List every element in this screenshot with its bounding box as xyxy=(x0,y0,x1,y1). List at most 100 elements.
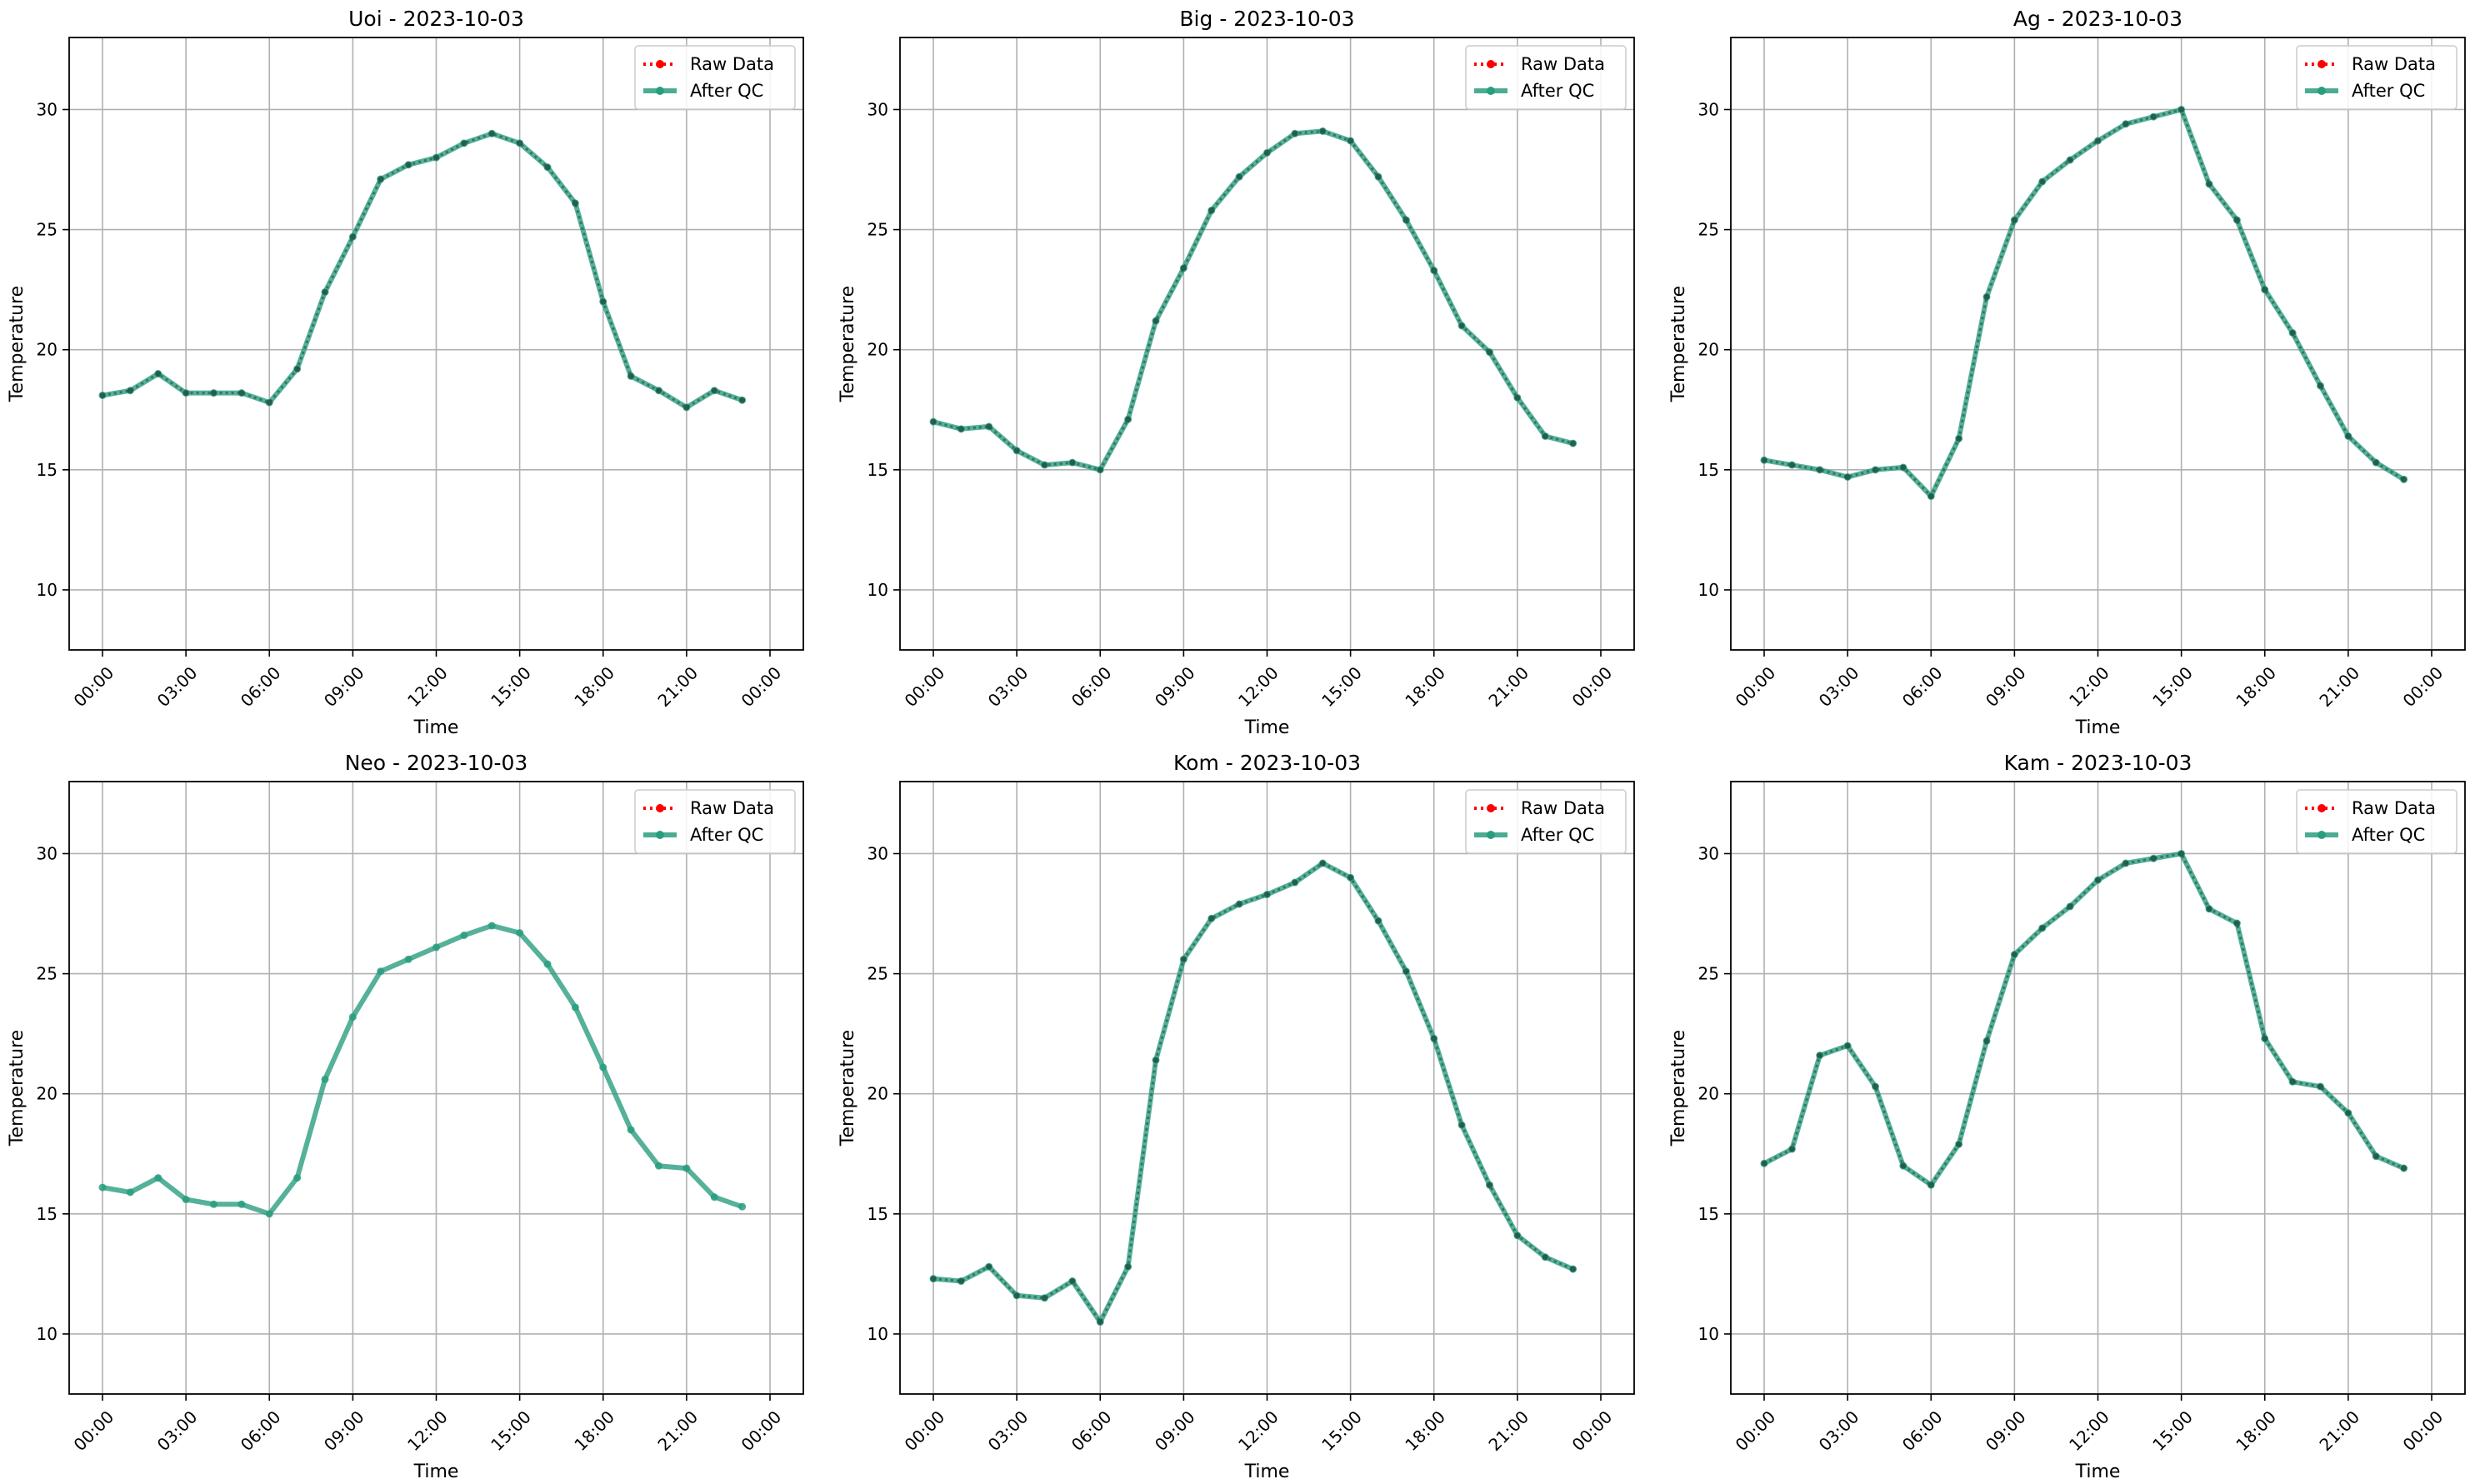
x-tick-label: 09:00 xyxy=(1151,662,1199,711)
legend-marker-after-qc xyxy=(2318,831,2326,839)
data-point-raw-data xyxy=(711,387,718,394)
x-tick-label: 12:00 xyxy=(403,1407,452,1455)
data-point-raw-data xyxy=(1402,968,1409,975)
data-point-raw-data xyxy=(2206,181,2212,187)
subplot-4: 00:00 03:00 06:00 09:00 12:00 15:00 18:00 21:00… xyxy=(7,751,804,1482)
data-point-raw-data xyxy=(2318,382,2323,389)
series-line-raw-data xyxy=(1763,107,2405,499)
data-point-raw-data xyxy=(2262,287,2268,293)
y-tick-label: 25 xyxy=(37,964,58,984)
legend-marker-raw-data xyxy=(656,804,664,812)
data-point-raw-data xyxy=(2345,432,2352,439)
data-point-raw-data xyxy=(1375,173,1382,180)
subplot-title: Uoi - 2023-10-03 xyxy=(348,7,524,31)
data-point-raw-data xyxy=(600,298,607,305)
x-tick-label: 06:00 xyxy=(237,662,285,711)
x-tick-label: 00:00 xyxy=(738,1407,786,1455)
data-point-raw-data xyxy=(1788,1146,1795,1152)
data-point-raw-data xyxy=(1817,1052,1823,1059)
x-tick-label: 09:00 xyxy=(1982,1407,2030,1455)
x-tick-label: 21:00 xyxy=(2315,662,2363,711)
y-tick-label: 25 xyxy=(1698,964,1719,984)
data-point-raw-data xyxy=(2345,1110,2352,1117)
y-axis-label: Temperature xyxy=(838,1030,858,1147)
x-tick-label: 18:00 xyxy=(570,1407,618,1455)
data-point-after-qc xyxy=(571,1003,579,1012)
y-tick-label: 20 xyxy=(868,1084,888,1104)
data-point-raw-data xyxy=(1125,1263,1132,1270)
x-tick-label: 12:00 xyxy=(1234,662,1282,711)
data-point-raw-data xyxy=(1292,130,1298,137)
data-point-after-qc xyxy=(293,1174,302,1182)
data-point-raw-data xyxy=(1844,473,1851,480)
data-point-after-qc xyxy=(238,1200,246,1208)
data-point-raw-data xyxy=(1319,127,1326,134)
legend-marker-raw-data xyxy=(1487,60,1495,68)
y-tick-label: 15 xyxy=(1698,460,1719,480)
x-tick-label: 06:00 xyxy=(1898,662,1947,711)
legend: Raw Data After QC xyxy=(1465,789,1627,854)
x-tick-label: 21:00 xyxy=(1484,662,1532,711)
data-point-raw-data xyxy=(1872,1083,1878,1090)
x-tick-label: 09:00 xyxy=(320,1407,368,1455)
y-tick-label: 10 xyxy=(37,1324,58,1344)
y-axis-label: Temperature xyxy=(1668,1030,1689,1147)
data-point-raw-data xyxy=(266,399,272,406)
x-tick-label: 18:00 xyxy=(570,662,618,711)
data-point-raw-data xyxy=(2039,925,2046,932)
x-tick-label: 00:00 xyxy=(1568,662,1617,711)
legend-label-after-qc: After QC xyxy=(1521,81,1594,101)
data-point-raw-data xyxy=(628,372,634,379)
y-tick-label: 25 xyxy=(868,964,888,984)
series-line-after-qc xyxy=(1762,851,2405,1188)
data-point-raw-data xyxy=(1375,917,1382,924)
data-point-raw-data xyxy=(1900,1162,1907,1169)
data-point-raw-data xyxy=(1125,416,1132,422)
data-point-raw-data xyxy=(2206,906,2212,912)
legend-marker-after-qc xyxy=(656,831,664,839)
x-tick-label: 15:00 xyxy=(1318,662,1366,711)
data-point-raw-data xyxy=(1097,467,1103,473)
subplot-6: 00:00 03:00 06:00 09:00 12:00 15:00 18:00 21:00… xyxy=(1668,751,2466,1482)
y-tick-label: 15 xyxy=(1698,1204,1719,1224)
data-point-raw-data xyxy=(1208,915,1215,922)
x-tick-label: 12:00 xyxy=(2065,1407,2113,1455)
x-tick-label: 09:00 xyxy=(320,662,368,711)
x-tick-label: 21:00 xyxy=(2315,1407,2363,1455)
series-line-raw-data xyxy=(932,129,1573,472)
series-line-raw-data xyxy=(1763,852,2405,1187)
data-point-raw-data xyxy=(238,390,245,397)
data-point-raw-data xyxy=(1570,1266,1577,1272)
legend-label-after-qc: After QC xyxy=(690,81,763,101)
y-tick-label: 30 xyxy=(1698,99,1719,119)
y-tick-label: 25 xyxy=(37,220,58,240)
x-axis-label: Time xyxy=(1244,1462,1290,1482)
x-tick-label: 03:00 xyxy=(1815,662,1863,711)
data-point-raw-data xyxy=(461,140,468,147)
x-tick-label: 18:00 xyxy=(1401,1407,1449,1455)
data-point-raw-data xyxy=(1013,1292,1020,1299)
data-point-after-qc xyxy=(710,1193,718,1202)
data-point-raw-data xyxy=(2401,1165,2408,1172)
y-tick-label: 15 xyxy=(868,1204,888,1224)
data-point-raw-data xyxy=(2039,178,2046,185)
legend-label-raw-data: Raw Data xyxy=(690,54,774,74)
data-point-raw-data xyxy=(1983,293,1990,300)
data-point-raw-data xyxy=(2289,1078,2296,1085)
legend-marker-raw-data xyxy=(1487,804,1495,812)
data-point-raw-data xyxy=(1983,1037,1990,1044)
y-tick-label: 25 xyxy=(868,220,888,240)
data-point-after-qc xyxy=(348,1012,357,1021)
data-point-raw-data xyxy=(2289,330,2296,337)
subplot-5: 00:00 03:00 06:00 09:00 12:00 15:00 18:00 21:00… xyxy=(838,751,1635,1482)
x-tick-label: 09:00 xyxy=(1982,662,2030,711)
data-point-after-qc xyxy=(210,1200,218,1208)
data-point-raw-data xyxy=(1152,317,1159,324)
data-point-raw-data xyxy=(1514,394,1521,401)
data-point-after-qc xyxy=(321,1075,329,1083)
data-point-raw-data xyxy=(1402,217,1409,223)
data-point-after-qc xyxy=(516,929,524,937)
legend-marker-raw-data xyxy=(656,60,664,68)
data-point-raw-data xyxy=(1348,874,1354,881)
data-point-after-qc xyxy=(404,955,412,963)
